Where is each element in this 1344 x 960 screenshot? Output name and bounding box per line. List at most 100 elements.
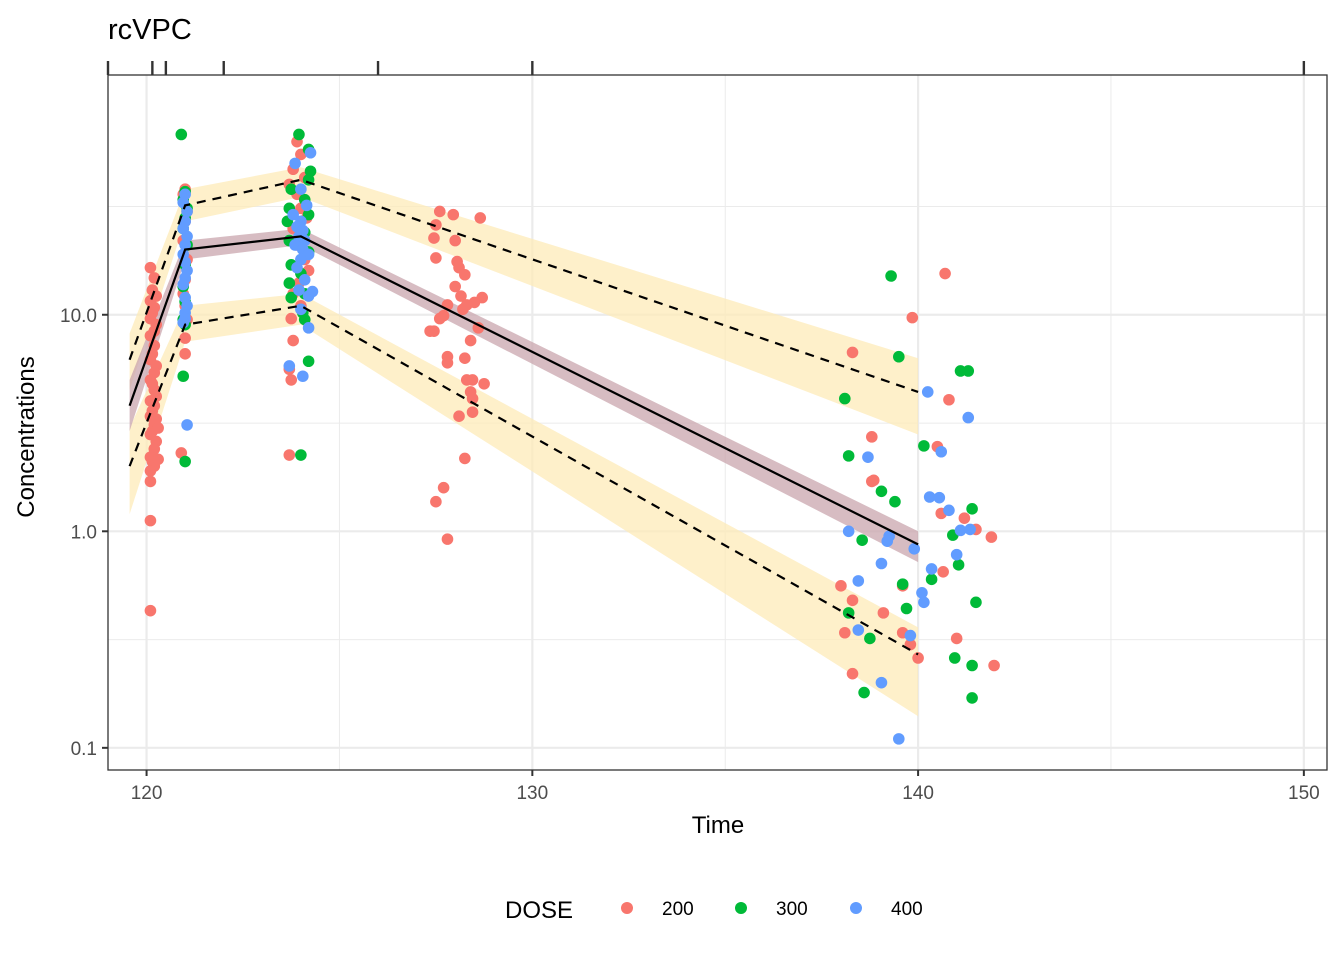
point-dose-200 xyxy=(144,604,157,617)
point-dose-400 xyxy=(181,205,193,218)
point-dose-200 xyxy=(459,452,471,465)
point-dose-200 xyxy=(449,234,461,247)
point-dose-400 xyxy=(862,451,874,463)
point-dose-200 xyxy=(453,410,465,423)
bin-boundary-ticks xyxy=(106,61,1306,75)
point-dose-200 xyxy=(287,334,299,347)
chart-title: rcVPC xyxy=(108,14,192,46)
y-axis: 0.1 1.0 10.0 xyxy=(60,306,108,760)
upper-pi-ribbon xyxy=(129,167,919,435)
y-tick-label: 1.0 xyxy=(71,522,97,543)
point-dose-300 xyxy=(295,449,307,461)
legend-label-300: 300 xyxy=(776,899,808,920)
point-dose-200 xyxy=(441,533,454,545)
point-dose-300 xyxy=(179,455,191,468)
data-points xyxy=(144,128,1000,745)
point-dose-300 xyxy=(966,659,978,672)
point-dose-200 xyxy=(839,626,851,639)
point-dose-400 xyxy=(921,386,934,398)
point-dose-300 xyxy=(970,596,982,609)
point-dose-300 xyxy=(896,578,909,590)
point-dose-400 xyxy=(881,535,894,548)
point-dose-400 xyxy=(293,284,305,296)
point-dose-200 xyxy=(433,205,446,218)
point-dose-400 xyxy=(950,548,963,561)
point-dose-300 xyxy=(952,559,965,571)
x-tick-label: 140 xyxy=(902,783,934,804)
x-axis: 120 130 140 150 xyxy=(131,770,1320,804)
point-dose-300 xyxy=(925,573,938,586)
y-tick-label: 0.1 xyxy=(71,739,97,760)
point-dose-400 xyxy=(177,278,190,291)
point-dose-400 xyxy=(893,733,905,745)
x-tick-label: 150 xyxy=(1288,783,1320,804)
point-dose-300 xyxy=(842,450,855,462)
legend-label-400: 400 xyxy=(891,899,923,920)
point-dose-300 xyxy=(962,365,975,377)
point-dose-300 xyxy=(966,503,978,515)
point-dose-200 xyxy=(430,252,442,264)
legend-key-400 xyxy=(850,902,862,914)
point-dose-400 xyxy=(287,208,299,221)
legend-key-200 xyxy=(621,902,633,914)
point-dose-200 xyxy=(939,267,951,280)
y-tick-label: 10.0 xyxy=(60,306,97,327)
point-dose-200 xyxy=(988,659,1000,672)
point-dose-200 xyxy=(144,475,157,488)
point-dose-400 xyxy=(943,504,955,517)
point-dose-400 xyxy=(904,629,917,642)
point-dose-300 xyxy=(293,128,305,141)
point-dose-200 xyxy=(144,261,157,274)
point-dose-200 xyxy=(943,393,955,406)
point-dose-200 xyxy=(866,431,878,443)
median-line xyxy=(128,235,919,546)
point-dose-400 xyxy=(954,524,967,537)
point-dose-300 xyxy=(864,632,876,645)
point-dose-200 xyxy=(912,652,924,664)
point-dose-200 xyxy=(430,495,442,508)
point-dose-200 xyxy=(285,374,298,386)
point-dose-200 xyxy=(428,325,440,337)
x-tick-label: 120 xyxy=(131,783,163,804)
point-dose-200 xyxy=(428,232,440,244)
point-dose-300 xyxy=(948,652,961,664)
point-dose-300 xyxy=(839,392,851,405)
point-dose-200 xyxy=(478,377,490,390)
point-dose-400 xyxy=(875,676,888,689)
point-dose-200 xyxy=(455,290,467,302)
point-dose-200 xyxy=(447,208,460,221)
point-dose-200 xyxy=(877,607,890,619)
x-axis-title: Time xyxy=(692,812,744,839)
point-dose-200 xyxy=(460,299,473,311)
point-dose-400 xyxy=(297,370,309,383)
point-dose-300 xyxy=(858,686,870,699)
legend: DOSE 200 300 400 xyxy=(505,897,923,924)
point-dose-300 xyxy=(302,355,315,368)
point-dose-300 xyxy=(966,692,978,704)
point-dose-200 xyxy=(152,453,164,466)
point-dose-300 xyxy=(889,495,901,508)
point-dose-400 xyxy=(306,285,319,298)
point-dose-200 xyxy=(459,268,471,281)
legend-title: DOSE xyxy=(505,897,573,924)
point-dose-400 xyxy=(916,586,928,599)
point-dose-200 xyxy=(152,422,164,434)
point-dose-400 xyxy=(964,523,976,536)
series-400 xyxy=(177,146,976,745)
point-dose-200 xyxy=(846,594,859,607)
legend-key-300 xyxy=(735,902,747,914)
point-dose-300 xyxy=(302,208,315,221)
point-dose-400 xyxy=(302,322,315,334)
point-dose-300 xyxy=(177,370,190,383)
point-dose-400 xyxy=(933,491,946,504)
point-dose-400 xyxy=(842,525,855,538)
lower-pi-ribbon xyxy=(129,293,919,717)
point-dose-200 xyxy=(449,280,461,293)
point-dose-200 xyxy=(950,632,963,645)
point-dose-300 xyxy=(283,277,296,289)
point-dose-300 xyxy=(918,440,930,452)
point-dose-200 xyxy=(846,346,859,359)
point-dose-200 xyxy=(433,312,446,325)
point-dose-200 xyxy=(179,332,191,344)
point-dose-400 xyxy=(875,557,888,570)
